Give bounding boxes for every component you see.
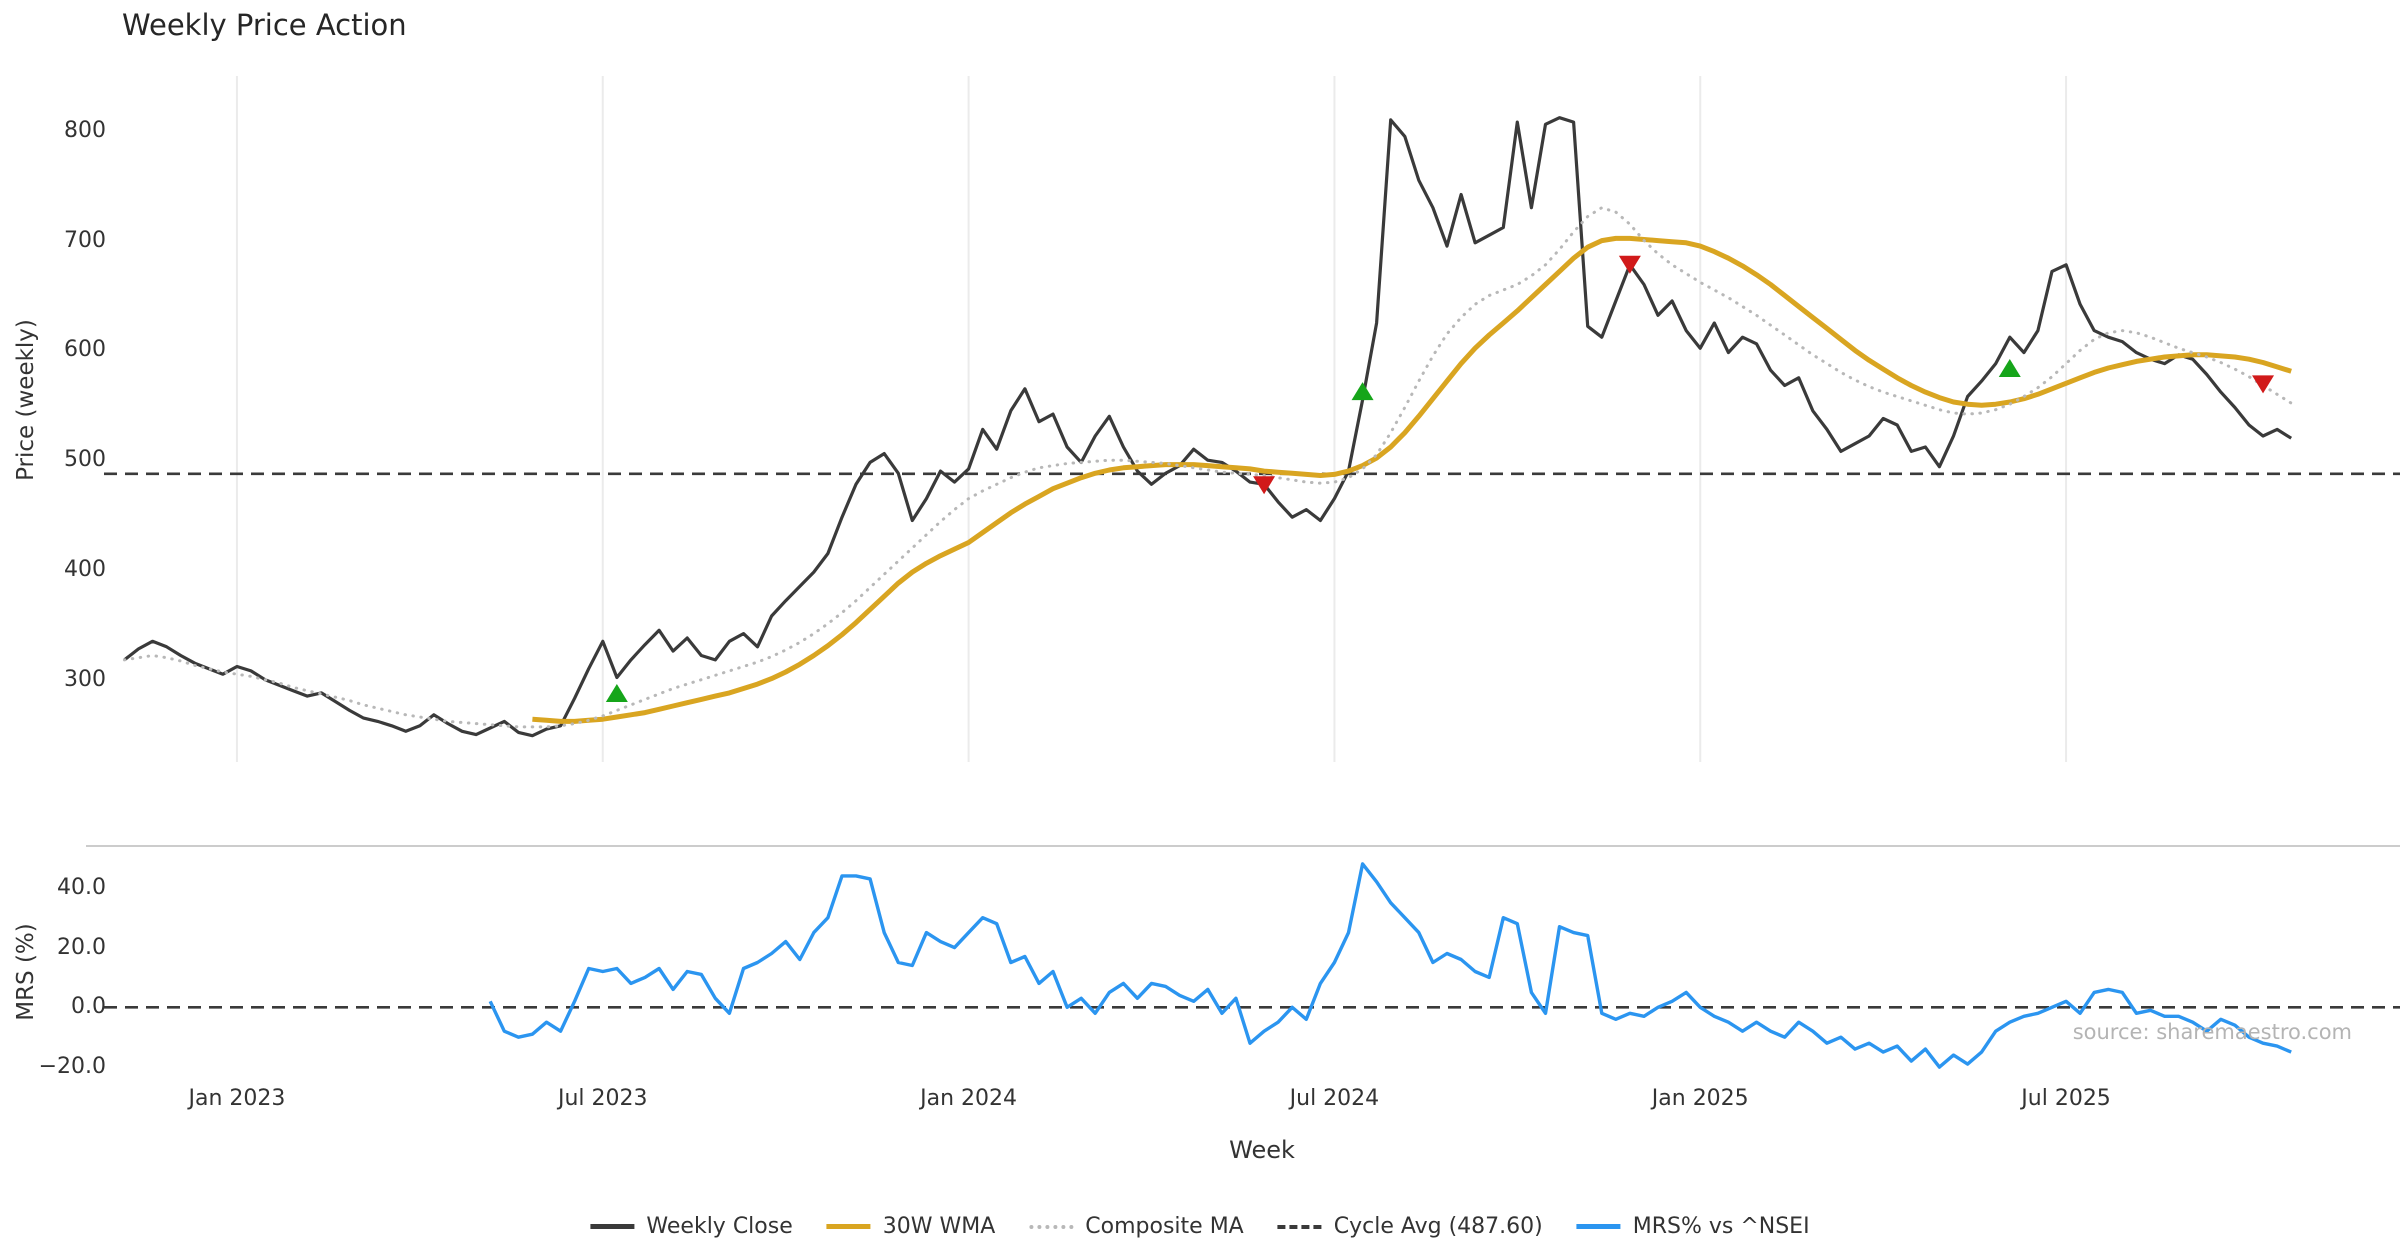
legend-label: 30W WMA: [882, 1214, 996, 1239]
x-tick-label: Jul 2025: [2021, 1086, 2111, 1111]
source-watermark: source: sharemaestro.com: [2072, 1020, 2352, 1044]
y-tick-label: 800: [64, 117, 106, 143]
y-tick-label: 300: [64, 666, 106, 692]
legend-item-30w-wma: 30W WMA: [826, 1214, 996, 1239]
y-tick-label: 700: [64, 227, 106, 253]
series-30w-wma: [532, 235, 2292, 724]
buy-signal-marker: [1998, 359, 2021, 378]
y-tick-label: 0.0: [71, 994, 106, 1020]
buy-signal-marker: [605, 683, 628, 702]
weekly-close-line-sample: [590, 1224, 635, 1229]
legend-item-mrs: MRS% vs ^NSEI: [1576, 1214, 1810, 1239]
y-tick-label: −20.0: [38, 1054, 106, 1080]
legend-label: Weekly Close: [646, 1214, 793, 1239]
y-tick-label: 40.0: [57, 874, 106, 900]
x-tick-label: Jul 2023: [558, 1086, 648, 1111]
series-weekly-close: [123, 116, 2293, 738]
sell-signal-marker: [2252, 375, 2275, 394]
sell-signal-marker: [1618, 255, 1641, 274]
x-tick-label: Jan 2023: [188, 1086, 286, 1111]
legend-label: Composite MA: [1085, 1214, 1244, 1239]
x-axis-title: Week: [1229, 1136, 1295, 1164]
legend-label: Cycle Avg (487.60): [1333, 1214, 1543, 1239]
buy-signal-marker: [1351, 382, 1374, 401]
y-tick-label: 500: [64, 447, 106, 473]
legend-item-composite-ma: Composite MA: [1029, 1214, 1244, 1239]
series-composite-ma: [122, 206, 2293, 729]
mrs-line-sample: [1576, 1224, 1621, 1229]
y-tick-label: 20.0: [57, 934, 106, 960]
series-mrs-vs-nsei: [488, 862, 2292, 1069]
y-tick-label: 600: [64, 337, 106, 363]
chart-title: Weekly Price Action: [122, 8, 407, 42]
legend-item-weekly-close: Weekly Close: [590, 1214, 793, 1239]
x-tick-label: Jul 2024: [1289, 1086, 1380, 1111]
legend-label: MRS% vs ^NSEI: [1632, 1214, 1810, 1239]
x-tick-label: Jan 2025: [1651, 1086, 1749, 1111]
y-tick-label: 400: [64, 556, 106, 582]
legend-item-cycle-avg: Cycle Avg (487.60): [1277, 1214, 1543, 1239]
wma-line-sample: [826, 1224, 871, 1229]
x-tick-label: Jan 2024: [920, 1086, 1018, 1111]
sell-signal-marker: [1253, 476, 1276, 495]
chart-legend: Weekly Close 30W WMA Composite MA Cycle …: [590, 1214, 1810, 1239]
cycle-avg-line-sample: [1277, 1224, 1322, 1229]
composite-ma-line-sample: [1029, 1224, 1074, 1229]
